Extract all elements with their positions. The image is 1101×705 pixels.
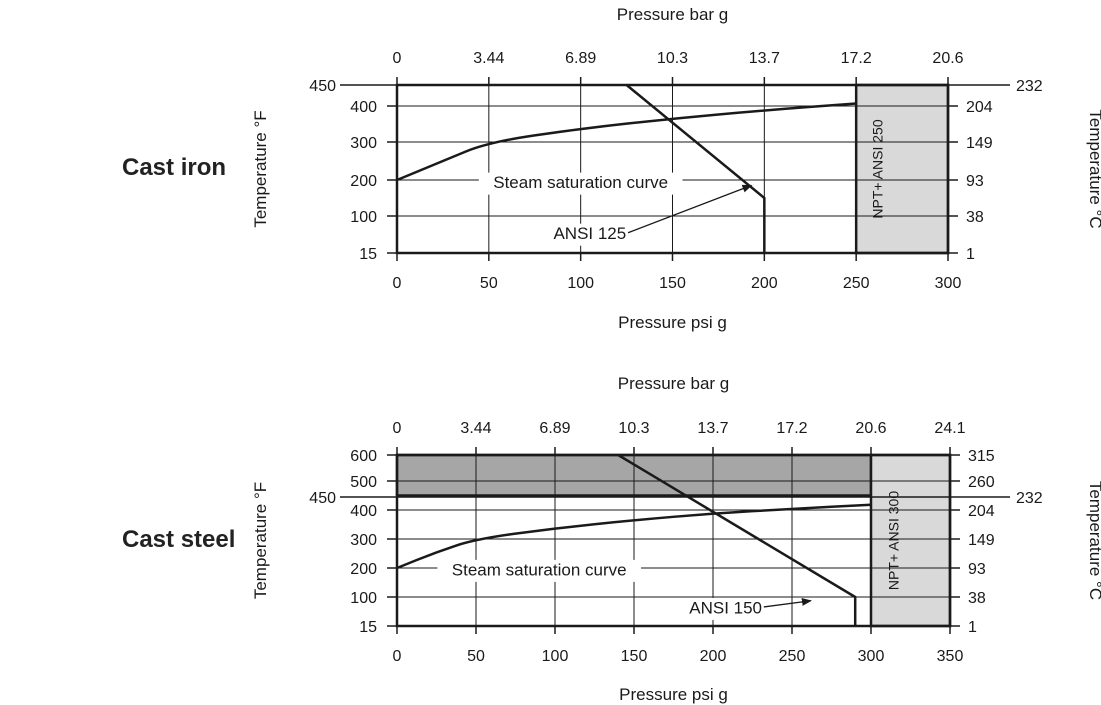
panel-label-cast-steel: Cast steel	[122, 526, 236, 553]
y-tick-label: 400	[350, 99, 377, 116]
y-tick-label: 400	[350, 503, 377, 520]
y2-tick-label: 93	[968, 561, 986, 578]
y-tick-label: 15	[359, 246, 377, 263]
y-tick-label-450: 450	[309, 78, 336, 95]
y2-tick-label: 149	[968, 532, 995, 549]
y-tick-label: 500	[350, 474, 377, 491]
y-tick-label: 100	[350, 209, 377, 226]
y2-tick-label: 38	[968, 590, 986, 607]
x2-tick-label: 17.2	[841, 50, 872, 67]
x-tick-label: 350	[937, 648, 964, 665]
y2-tick-label: 315	[968, 448, 995, 465]
y-tick-label: 200	[350, 561, 377, 578]
y2-tick-label-232: 232	[1016, 490, 1043, 507]
y-axis-title: Temperature °F	[251, 110, 270, 227]
y-tick-label-450: 450	[309, 490, 336, 507]
annotation-bg	[685, 597, 766, 620]
x-tick-label: 150	[659, 275, 686, 292]
x-tick-label: 100	[542, 648, 569, 665]
x2-tick-label: 3.44	[460, 420, 491, 437]
series-line-ansi-150	[617, 453, 857, 626]
x2-tick-label: 6.89	[565, 50, 596, 67]
x2-tick-label: 10.3	[657, 50, 688, 67]
x-tick-label: 50	[467, 648, 485, 665]
x2-tick-label: 13.7	[749, 50, 780, 67]
y2-tick-label-232: 232	[1016, 78, 1043, 95]
x-axis-title: Pressure psi g	[619, 685, 728, 704]
annotation-bg	[549, 223, 631, 246]
y2-tick-label: 149	[966, 135, 993, 152]
y2-tick-label: 204	[968, 503, 995, 520]
chart-0: NPT+ ANSI 250 450 232 15 1 100 38 200 93 300 149 40…	[251, 5, 1101, 332]
x2-tick-label: 0	[393, 50, 402, 67]
annotation-arrow-1	[763, 597, 812, 608]
x2-tick-label: 20.6	[932, 50, 963, 67]
y2-tick-label: 260	[968, 474, 995, 491]
x2-tick-label: 6.89	[539, 420, 570, 437]
x-tick-label: 0	[393, 275, 402, 292]
x2-tick-label: 20.6	[855, 420, 886, 437]
x2-tick-label: 13.7	[697, 420, 728, 437]
x-tick-label: 100	[567, 275, 594, 292]
annotation-label-0: Steam saturation curve	[493, 173, 668, 192]
x2-axis-title: Pressure bar g	[618, 374, 730, 393]
y-tick-label: 15	[359, 619, 377, 636]
x2-tick-label: 17.2	[776, 420, 807, 437]
x2-tick-label: 3.44	[473, 50, 504, 67]
y2-tick-label: 204	[966, 99, 993, 116]
annotation-arrow-1	[627, 184, 753, 234]
x2-tick-label: 24.1	[934, 420, 965, 437]
plot-frame	[395, 453, 952, 628]
y2-tick-label: 93	[966, 173, 984, 190]
x-tick-label: 250	[779, 648, 806, 665]
x-tick-label: 200	[751, 275, 778, 292]
x-tick-label: 50	[480, 275, 498, 292]
x-tick-label: 250	[843, 275, 870, 292]
y2-axis-title: Temperature °C	[1086, 109, 1101, 228]
y-tick-label: 200	[350, 173, 377, 190]
x-tick-label: 0	[393, 648, 402, 665]
annotation-label-1: ANSI 150	[689, 598, 762, 617]
annotation-label-1: ANSI 125	[553, 224, 626, 243]
shaded-region-label-1: NPT+ ANSI 300	[886, 491, 902, 590]
y-axis-title: Temperature °F	[251, 482, 270, 599]
series-line-steam-saturation-curve	[396, 503, 872, 570]
x-tick-label: 200	[700, 648, 727, 665]
x2-tick-label: 0	[393, 420, 402, 437]
series-line-steam-saturation-curve	[396, 102, 857, 182]
y-tick-label: 300	[350, 135, 377, 152]
x-axis-title: Pressure psi g	[618, 313, 727, 332]
annotation-label-0: Steam saturation curve	[452, 560, 627, 579]
annotation-bg	[478, 172, 683, 195]
x-tick-label: 150	[621, 648, 648, 665]
annotation-bg	[437, 559, 641, 582]
y-tick-label: 600	[350, 448, 377, 465]
chart-1: NPT+ ANSI 300 450 232 15 1 100 38 200 93 300 149 40…	[251, 374, 1101, 704]
x2-axis-title: Pressure bar g	[617, 5, 729, 24]
panel-label-cast-iron: Cast iron	[122, 154, 227, 181]
shaded-region-label-0: NPT+ ANSI 250	[870, 119, 886, 218]
y2-tick-label: 1	[966, 246, 975, 263]
y-tick-label: 100	[350, 590, 377, 607]
x-tick-label: 300	[858, 648, 885, 665]
y2-tick-label: 38	[966, 209, 984, 226]
series-line-ansi-125	[625, 84, 766, 253]
x-tick-label: 300	[935, 275, 962, 292]
y2-tick-label: 1	[968, 619, 977, 636]
x2-tick-label: 10.3	[618, 420, 649, 437]
y-tick-label: 300	[350, 532, 377, 549]
y2-axis-title: Temperature °C	[1086, 481, 1101, 600]
